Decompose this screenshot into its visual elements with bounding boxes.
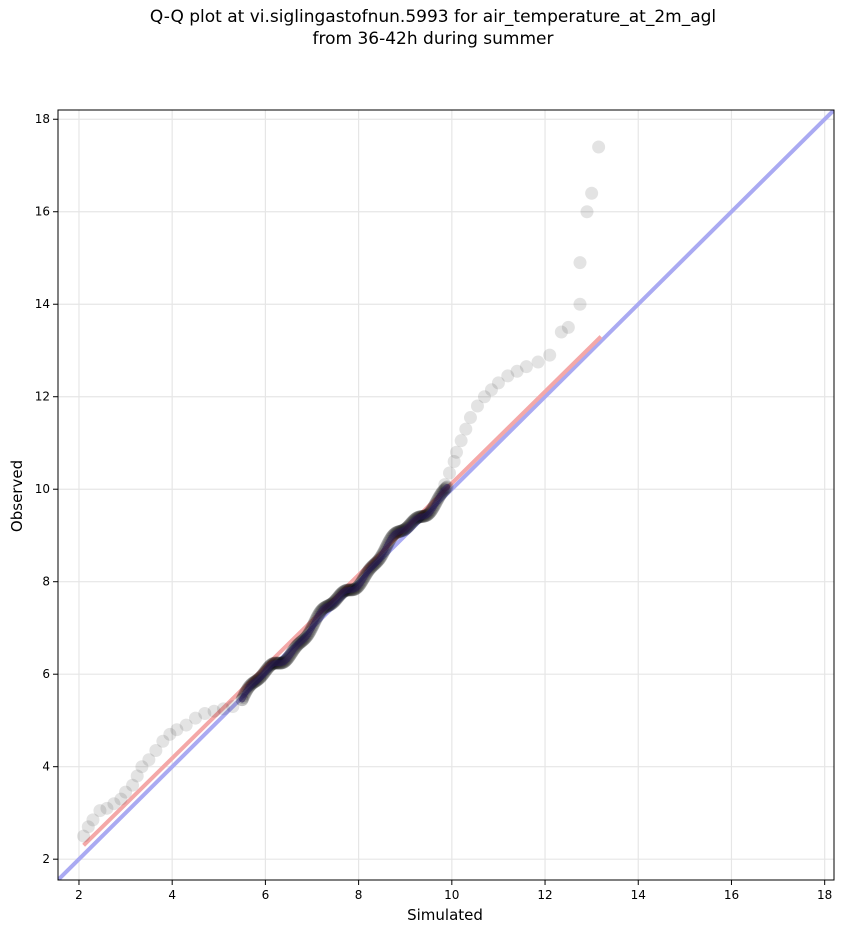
qq-point — [454, 434, 468, 448]
qq-point — [561, 320, 575, 334]
x-tick-label: 6 — [262, 888, 270, 902]
y-axis-label: Observed — [8, 460, 26, 532]
qq-point — [554, 325, 568, 339]
qq-point — [573, 256, 587, 270]
y-tick-label: 2 — [42, 852, 50, 866]
qq-point — [126, 778, 140, 792]
identity-line — [58, 110, 834, 880]
qq-point — [77, 829, 91, 843]
axis-ticks: 2 4 6 8 10 12 14 16 18 2 4 6 8 10 12 14 16 18 — [35, 112, 833, 902]
y-tick-label: 18 — [35, 112, 50, 126]
y-tick-label: 8 — [42, 575, 50, 589]
qq-point — [447, 454, 461, 468]
qq-point — [442, 466, 456, 480]
qq-point — [573, 297, 587, 311]
qq-point — [477, 390, 491, 404]
chart-subtitle: from 36-42h during summer — [312, 29, 554, 49]
y-tick-label: 16 — [35, 205, 50, 219]
qq-point — [226, 700, 240, 714]
qq-point — [135, 760, 149, 774]
qq-point — [592, 140, 606, 154]
grid-lines — [58, 110, 834, 880]
qq-point — [156, 734, 170, 748]
qq-point — [100, 801, 114, 815]
qq-point — [170, 723, 184, 737]
qq-point — [510, 364, 524, 378]
qq-point — [179, 718, 193, 732]
qq-point — [93, 804, 107, 818]
qq-point — [501, 369, 515, 383]
qq-point — [188, 711, 202, 725]
qq-point — [519, 360, 533, 374]
x-tick-label: 18 — [817, 888, 832, 902]
x-tick-label: 12 — [537, 888, 552, 902]
qq-point — [585, 186, 599, 200]
qq-point — [470, 399, 484, 413]
x-tick-label: 2 — [75, 888, 83, 902]
y-tick-label: 10 — [35, 482, 50, 496]
y-tick-label: 12 — [35, 390, 50, 404]
x-tick-label: 16 — [724, 888, 739, 902]
qq-point — [107, 797, 121, 811]
qq-point — [216, 702, 230, 716]
y-tick-label: 4 — [42, 760, 50, 774]
chart-title: Q-Q plot at vi.siglingastofnun.5993 for … — [149, 7, 717, 27]
qq-point — [463, 411, 477, 425]
qq-point — [531, 355, 545, 369]
qq-point — [580, 205, 594, 219]
x-tick-label: 14 — [631, 888, 646, 902]
qq-point — [198, 707, 212, 721]
qq-point — [449, 445, 463, 459]
chart-title-block: Q-Q plot at vi.siglingastofnun.5993 for … — [0, 6, 844, 50]
central-overlay — [239, 483, 451, 703]
x-tick-label: 10 — [444, 888, 459, 902]
qq-point — [543, 348, 557, 362]
qq-point — [119, 785, 133, 799]
y-tick-label: 6 — [42, 667, 50, 681]
qq-point — [130, 769, 144, 783]
data-points — [77, 140, 606, 843]
qq-point — [81, 820, 95, 834]
qq-point — [114, 792, 128, 806]
x-axis-label: Simulated — [407, 906, 483, 924]
qq-point — [149, 744, 163, 758]
x-tick-label: 4 — [168, 888, 176, 902]
x-tick-label: 8 — [355, 888, 363, 902]
qq-point — [86, 813, 100, 827]
qq-point — [459, 422, 473, 436]
qq-point — [484, 383, 498, 397]
qq-point — [207, 704, 221, 718]
qq-point — [142, 753, 156, 767]
qq-point — [163, 727, 177, 741]
qq-point — [491, 376, 505, 390]
y-tick-label: 14 — [35, 297, 50, 311]
plot-frame — [57, 109, 835, 881]
